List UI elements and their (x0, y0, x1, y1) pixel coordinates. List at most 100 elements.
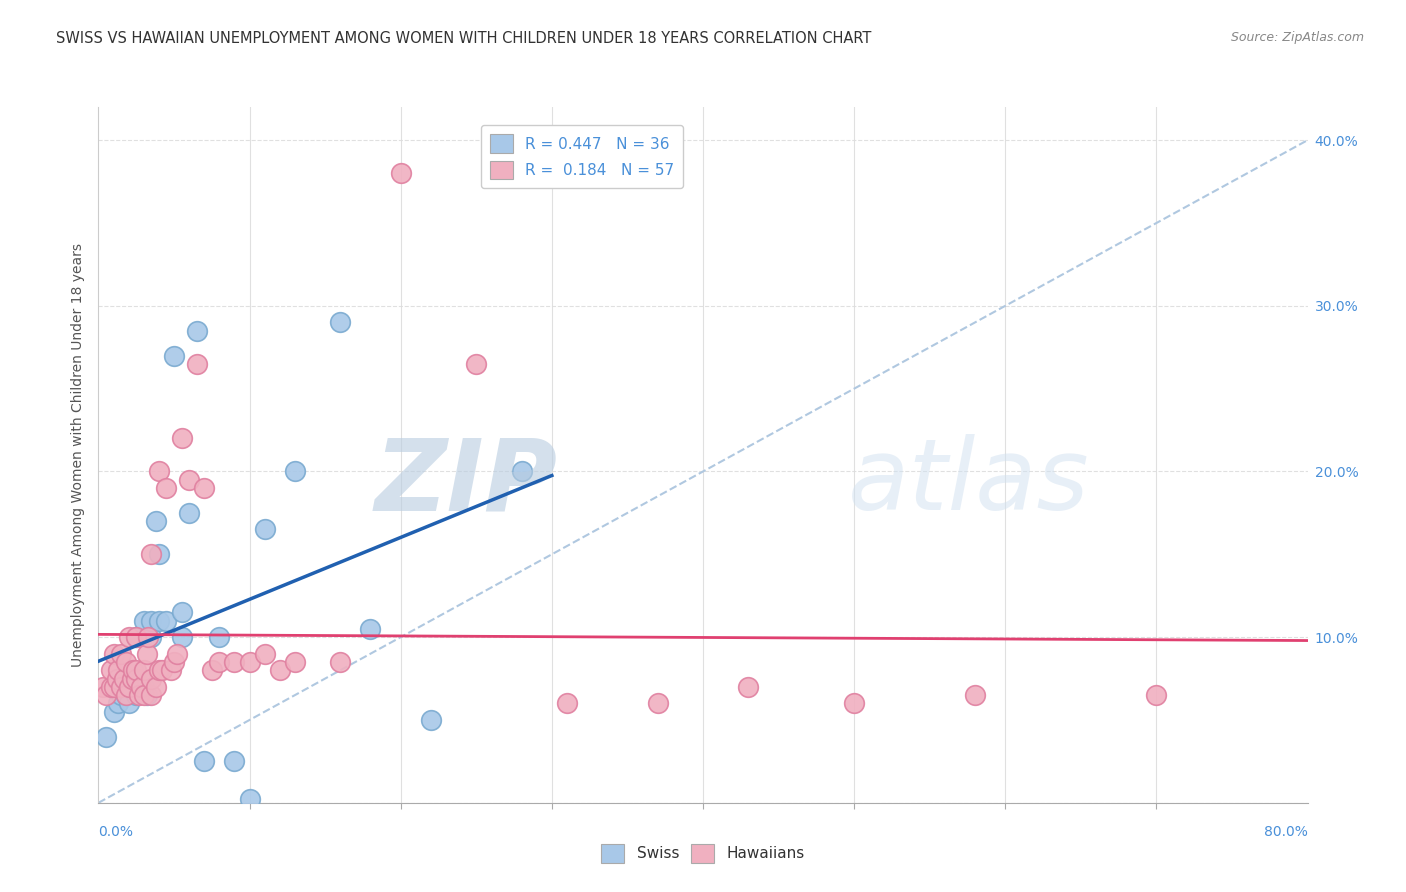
Point (155, 614, 177, 628)
Point (128, 688, 150, 702)
Point (122, 663, 145, 677)
Point (186, 357, 208, 371)
Point (132, 614, 155, 628)
Point (94, 730, 117, 744)
Point (465, 357, 488, 371)
Point (107, 697, 129, 711)
Point (112, 672, 135, 686)
Point (647, 697, 669, 711)
Point (239, 792, 262, 806)
Point (420, 713, 443, 727)
Point (135, 688, 157, 702)
Point (125, 663, 148, 677)
Point (135, 647, 157, 661)
Point (145, 514, 167, 528)
Text: ZIP: ZIP (375, 434, 558, 532)
Point (148, 547, 170, 561)
Point (141, 672, 163, 686)
Point (125, 630, 148, 644)
Point (179, 473, 201, 487)
Y-axis label: Unemployment Among Women with Children Under 18 years: Unemployment Among Women with Children U… (72, 243, 86, 667)
Point (965, 688, 987, 702)
Point (193, 481, 215, 495)
Point (170, 431, 193, 445)
Point (1144, 688, 1167, 702)
Point (166, 647, 188, 661)
Point (103, 680, 125, 694)
Point (107, 663, 129, 677)
Point (253, 647, 276, 661)
Text: SWISS VS HAWAIIAN UNEMPLOYMENT AMONG WOMEN WITH CHILDREN UNDER 18 YEARS CORRELAT: SWISS VS HAWAIIAN UNEMPLOYMENT AMONG WOM… (56, 31, 872, 46)
Point (148, 465, 170, 479)
Point (284, 465, 307, 479)
Legend: Swiss, Hawaiians: Swiss, Hawaiians (592, 835, 814, 871)
Point (114, 655, 136, 669)
Point (170, 605, 193, 619)
Point (125, 630, 148, 644)
Point (100, 663, 122, 677)
Point (114, 688, 136, 702)
Point (110, 647, 132, 661)
Point (132, 680, 155, 694)
Point (118, 630, 141, 644)
Point (224, 755, 246, 769)
Point (201, 663, 224, 677)
Point (555, 697, 578, 711)
Point (125, 688, 148, 702)
Point (253, 523, 276, 537)
Point (114, 688, 136, 702)
Text: atlas: atlas (848, 434, 1090, 532)
Point (170, 630, 193, 644)
Point (91, 680, 114, 694)
Point (100, 680, 122, 694)
Point (136, 630, 159, 644)
Point (105, 672, 128, 686)
Point (125, 672, 148, 686)
Point (110, 672, 132, 686)
Text: 80.0%: 80.0% (1264, 825, 1308, 839)
Point (141, 630, 163, 644)
Point (132, 688, 155, 702)
Point (224, 655, 246, 669)
Point (122, 663, 145, 677)
Point (269, 663, 291, 677)
Point (737, 680, 759, 694)
Point (141, 688, 163, 702)
Text: Source: ZipAtlas.com: Source: ZipAtlas.com (1230, 31, 1364, 45)
Point (121, 672, 143, 686)
Point (103, 647, 125, 661)
Point (284, 655, 307, 669)
Point (163, 349, 186, 363)
Point (160, 663, 183, 677)
Point (141, 614, 163, 628)
Point (239, 655, 262, 669)
Point (145, 680, 167, 694)
Point (208, 655, 231, 669)
Point (118, 680, 141, 694)
Point (94, 688, 117, 702)
Point (186, 324, 208, 338)
Point (510, 465, 533, 479)
Point (132, 663, 155, 677)
Point (329, 315, 352, 329)
Point (208, 630, 231, 644)
Point (110, 680, 132, 694)
Point (329, 655, 352, 669)
Point (179, 506, 201, 520)
Point (844, 697, 866, 711)
Point (193, 755, 215, 769)
Point (110, 688, 132, 702)
Point (103, 705, 125, 719)
Point (163, 655, 186, 669)
Point (155, 481, 177, 495)
Point (129, 680, 152, 694)
Point (150, 663, 173, 677)
Point (148, 663, 170, 677)
Point (389, 166, 412, 180)
Point (121, 672, 143, 686)
Point (148, 614, 170, 628)
Point (141, 547, 163, 561)
Text: 0.0%: 0.0% (98, 825, 134, 839)
Point (118, 697, 141, 711)
Point (360, 622, 382, 636)
